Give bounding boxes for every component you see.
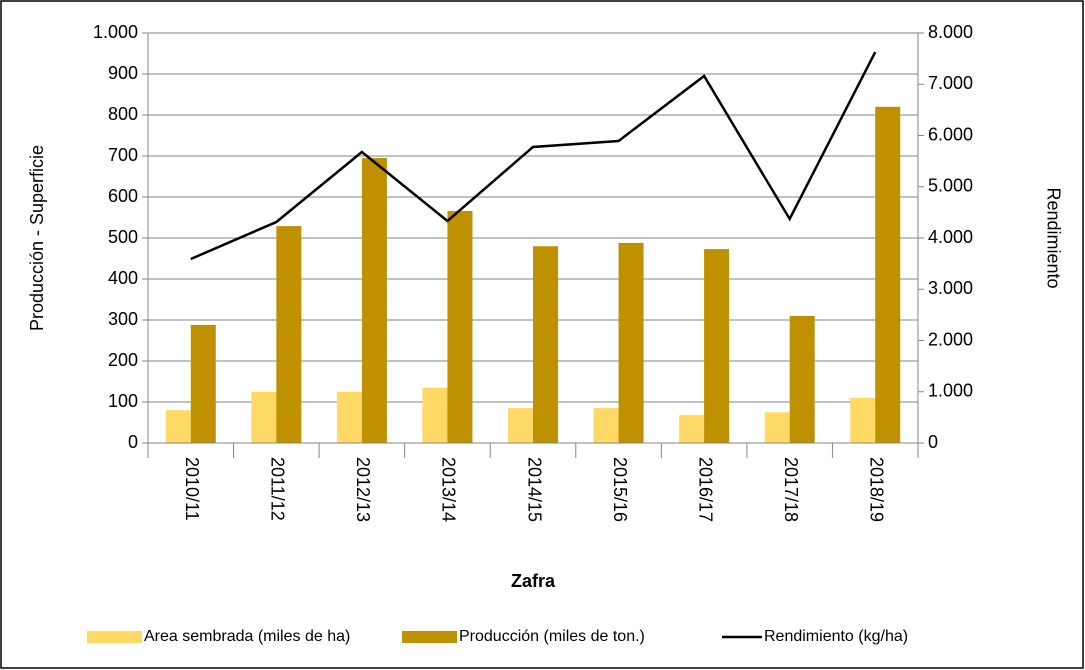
y-tick-label: 200: [108, 350, 138, 370]
y-tick-label: 300: [108, 309, 138, 329]
y2-tick-label: 6.000: [928, 124, 973, 144]
y2-tick-label: 3.000: [928, 278, 973, 298]
y-tick-label: 800: [108, 104, 138, 124]
bar: [336, 391, 362, 443]
legend-label: Producción (miles de ton.): [459, 628, 645, 645]
bar: [276, 226, 302, 443]
y-tick-label: 100: [108, 391, 138, 411]
x-tick-label: 2011/12: [268, 457, 288, 521]
bar: [704, 249, 730, 443]
y-tick-label: 700: [108, 145, 138, 165]
legend-label: Rendimiento (kg/ha): [764, 628, 908, 645]
y-tick-label: 500: [108, 227, 138, 247]
legend-label: Area sembrada (miles de ha): [144, 628, 350, 645]
bar: [190, 324, 216, 443]
x-axis-label: Zafra: [511, 571, 556, 591]
bar: [533, 246, 558, 443]
bar: [508, 408, 533, 443]
y2-tick-label: 0: [928, 432, 938, 452]
y2-tick-label: 2.000: [928, 329, 973, 349]
y2-tick-label: 5.000: [928, 176, 973, 196]
bar: [618, 242, 644, 443]
y2-tick-label: 7.000: [928, 73, 973, 93]
y2-axis-label: Rendimiento: [1043, 187, 1063, 288]
y-tick-label: 1.000: [93, 22, 138, 42]
x-tick-label: 2015/16: [610, 457, 630, 522]
bar: [850, 397, 876, 443]
bar: [422, 387, 448, 443]
y-tick-label: 900: [108, 63, 138, 83]
bar: [875, 106, 901, 444]
y-axis-label: Producción - Superficie: [27, 145, 47, 331]
x-tick-label: 2016/17: [695, 457, 715, 522]
y-tick-label: 600: [108, 186, 138, 206]
x-tick-label: 2010/11: [182, 457, 202, 521]
bar: [679, 415, 705, 443]
y-tick-label: 400: [108, 268, 138, 288]
y2-tick-label: 8.000: [928, 22, 973, 42]
x-tick-label: 2013/14: [439, 457, 459, 522]
x-tick-label: 2018/19: [866, 457, 886, 522]
bar: [764, 412, 790, 443]
legend-swatch: [87, 631, 142, 643]
line: [190, 51, 877, 261]
y2-tick-label: 4.000: [928, 227, 973, 247]
bar: [789, 315, 815, 443]
x-tick-label: 2012/13: [353, 457, 373, 522]
bar: [361, 158, 387, 444]
bar: [251, 391, 277, 443]
y-tick-label: 0: [128, 432, 138, 452]
x-tick-label: 2017/18: [781, 457, 801, 522]
bar: [447, 210, 473, 443]
y2-tick-label: 1.000: [928, 381, 973, 401]
x-tick-label: 2014/15: [524, 457, 544, 522]
legend-swatch: [402, 631, 457, 643]
bar: [593, 408, 619, 443]
bar: [165, 410, 191, 443]
